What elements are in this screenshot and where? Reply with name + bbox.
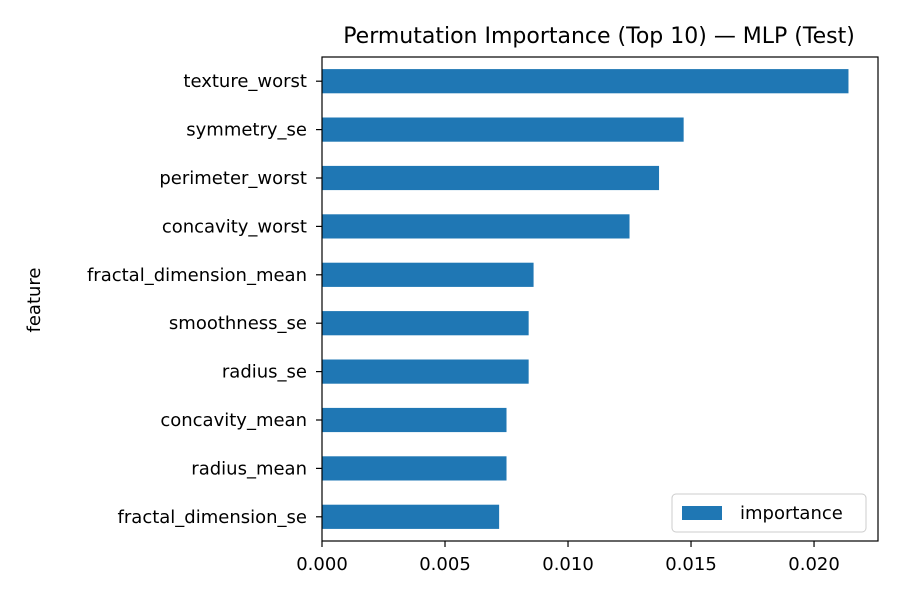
legend-swatch [682,506,722,520]
y-tick-label: fractal_dimension_se [118,507,307,528]
legend: importance [671,493,867,533]
bar-radius_mean [322,456,507,481]
bar-perimeter_worst [322,165,660,191]
x-tick-label: 0.020 [788,554,840,575]
bar-texture_worst [322,69,849,94]
bar-symmetry_se [322,117,684,142]
x-tick-label: 0.010 [542,554,594,575]
y-tick-label: symmetry_se [186,120,307,141]
y-ticks-group: texture_worst symmetry_se perimeter_worstc… [87,71,322,528]
y-tick-label: fractal_dimension_mean [87,265,307,286]
bar-radius_se [322,359,529,384]
y-tick-label: perimeter_worst [159,168,307,189]
y-tick-label: radius_mean [191,458,307,479]
y-tick-label: concavity_mean [160,410,307,431]
chart-title: Permutation Importance (Top 10) — MLP (T… [343,24,855,49]
y-axis-label: feature [24,268,45,333]
x-tick-label: 0.005 [419,554,471,575]
x-ticks-group: 0.000 0.005 0.010 0.015 0.020 [296,541,840,575]
legend-box [671,493,867,533]
y-tick-label: smoothness_se [169,313,307,334]
bar-smoothness_se [322,311,529,336]
y-tick-label: radius_se [222,362,307,383]
bar-concavity_worst [322,214,630,239]
y-tick-label: concavity_worst [162,216,307,237]
plot-frame [321,56,879,542]
bar-fractal_dimension_mean [322,262,534,287]
x-tick-label: 0.000 [296,554,348,575]
x-tick-label: 0.015 [665,554,717,575]
bar-concavity_mean [322,407,507,433]
legend-label: importance [740,503,843,524]
bar-fractal_dimension_se [322,504,500,529]
y-tick-label: texture_worst [183,71,307,92]
bars-group [322,69,849,529]
